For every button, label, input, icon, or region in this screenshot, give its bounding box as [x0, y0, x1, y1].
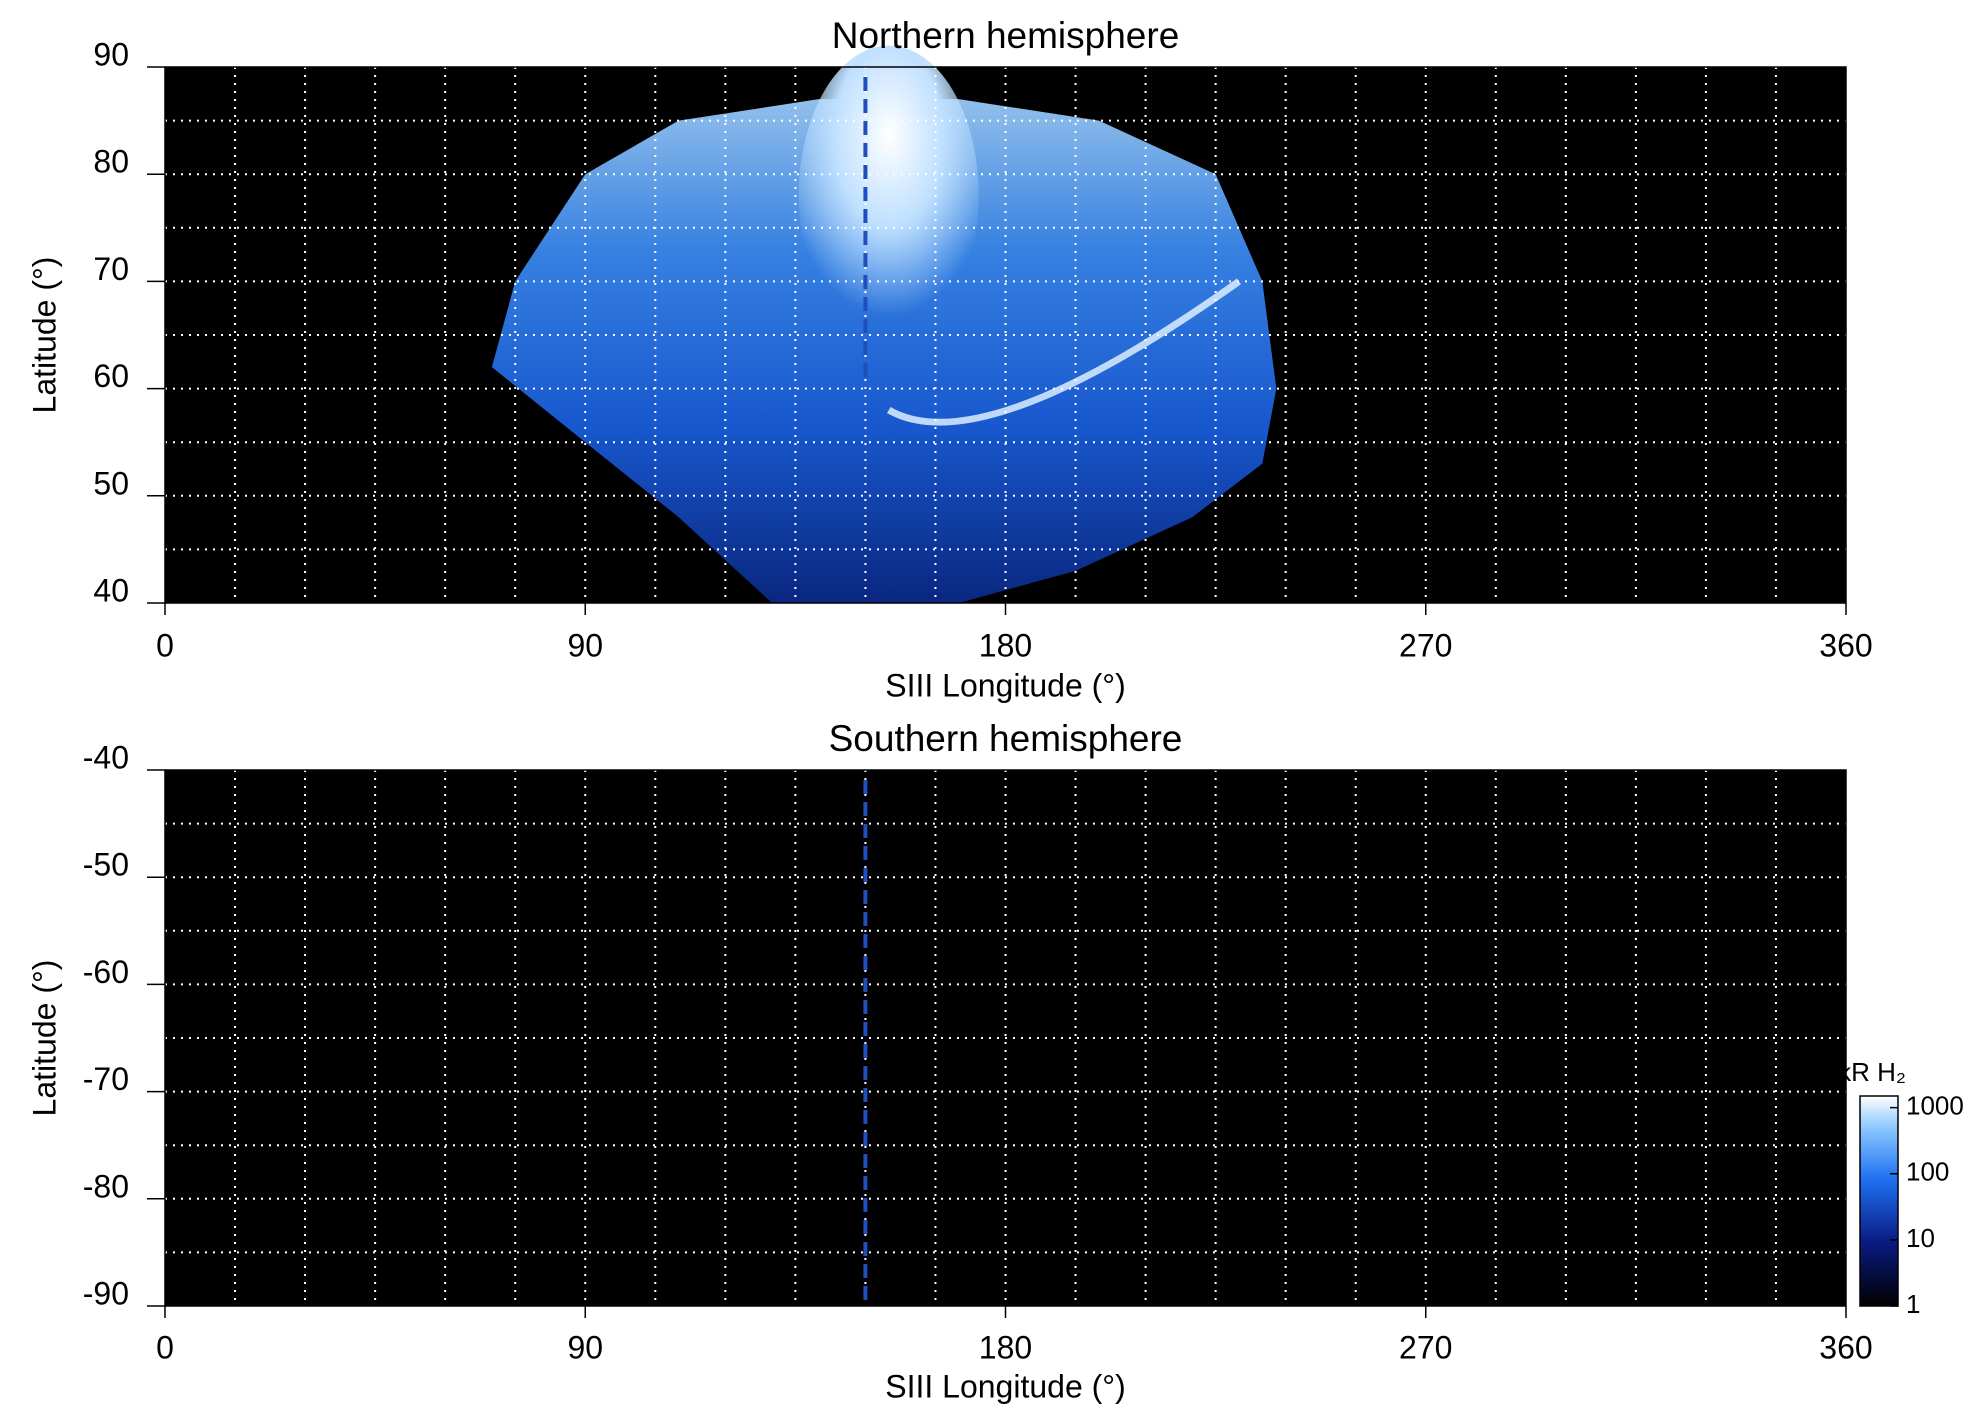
x-tick-label: 180 [979, 1329, 1032, 1365]
colorbar-label: kR H₂ [1838, 1057, 1906, 1087]
x-tick-label: 360 [1819, 627, 1872, 663]
y-axis-label: Latitude (°) [26, 960, 62, 1117]
y-tick-label: -50 [83, 847, 129, 883]
x-tick-label: 0 [156, 1329, 174, 1365]
y-tick-label: -80 [83, 1168, 129, 1204]
x-axis-label: SIII Longitude (°) [885, 1368, 1125, 1404]
colorbar-tick-label: 1 [1906, 1289, 1920, 1319]
colorbar-tick-label: 100 [1906, 1157, 1949, 1187]
colorbar-tick-label: 10 [1906, 1223, 1935, 1253]
y-tick-label: 40 [93, 572, 129, 608]
x-axis-label: SIII Longitude (°) [885, 667, 1125, 703]
colorbar-tick-label: 1000 [1906, 1091, 1964, 1121]
x-tick-label: 0 [156, 627, 174, 663]
y-tick-label: 70 [93, 251, 129, 287]
chart-title: Northern hemisphere [832, 15, 1180, 56]
colorbar-scale [1859, 1095, 1899, 1307]
x-tick-label: 90 [567, 627, 603, 663]
emission-arc [887, 278, 1241, 426]
y-tick-label: -60 [83, 954, 129, 990]
x-tick-label: 270 [1399, 1329, 1452, 1365]
y-tick-label: 90 [93, 36, 129, 72]
x-tick-label: 180 [979, 627, 1032, 663]
y-tick-label: -70 [83, 1061, 129, 1097]
y-tick-label: 80 [93, 144, 129, 180]
y-axis-label: Latitude (°) [26, 257, 62, 414]
y-tick-label: 50 [93, 465, 129, 501]
x-tick-label: 270 [1399, 627, 1452, 663]
y-tick-label: -90 [83, 1275, 129, 1311]
emission-core [798, 45, 979, 346]
y-tick-label: 60 [93, 358, 129, 394]
chart-title: Southern hemisphere [829, 718, 1183, 759]
y-tick-label: -40 [83, 739, 129, 775]
emission-region [491, 99, 1277, 603]
x-tick-label: 360 [1819, 1329, 1872, 1365]
x-tick-label: 90 [567, 1329, 603, 1365]
